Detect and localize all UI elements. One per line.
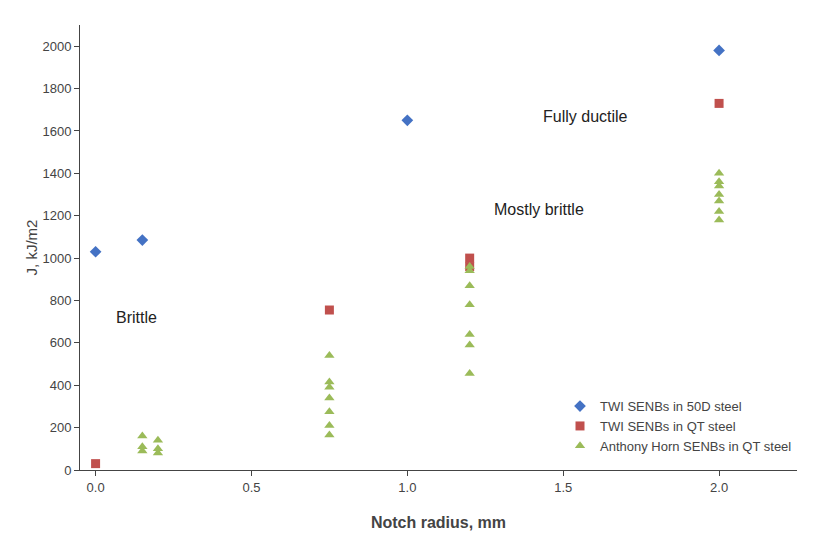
svg-text:Notch radius, mm: Notch radius, mm xyxy=(371,514,506,531)
svg-text:1200: 1200 xyxy=(42,208,71,223)
svg-text:TWI SENBs in QT steel: TWI SENBs in QT steel xyxy=(600,419,736,434)
svg-text:400: 400 xyxy=(50,378,72,393)
svg-text:1800: 1800 xyxy=(42,81,71,96)
svg-text:Anthony Horn SENBs in QT steel: Anthony Horn SENBs in QT steel xyxy=(600,439,791,454)
svg-text:0.0: 0.0 xyxy=(87,480,105,495)
svg-text:Mostly brittle: Mostly brittle xyxy=(494,201,584,218)
svg-text:800: 800 xyxy=(50,293,72,308)
svg-text:Fully ductile: Fully ductile xyxy=(543,108,628,125)
svg-text:0.5: 0.5 xyxy=(242,480,260,495)
svg-text:1600: 1600 xyxy=(42,124,71,139)
svg-text:1.5: 1.5 xyxy=(554,480,572,495)
svg-text:J, kJ/m2: J, kJ/m2 xyxy=(23,220,40,276)
svg-text:1400: 1400 xyxy=(42,166,71,181)
svg-text:600: 600 xyxy=(50,335,72,350)
svg-text:200: 200 xyxy=(50,420,72,435)
svg-text:Brittle: Brittle xyxy=(116,309,157,326)
svg-text:1.0: 1.0 xyxy=(398,480,416,495)
svg-text:2.0: 2.0 xyxy=(710,480,728,495)
svg-text:TWI SENBs in 50D steel: TWI SENBs in 50D steel xyxy=(600,399,742,414)
svg-text:2000: 2000 xyxy=(42,39,71,54)
svg-text:1000: 1000 xyxy=(42,251,71,266)
svg-text:0: 0 xyxy=(64,463,71,478)
